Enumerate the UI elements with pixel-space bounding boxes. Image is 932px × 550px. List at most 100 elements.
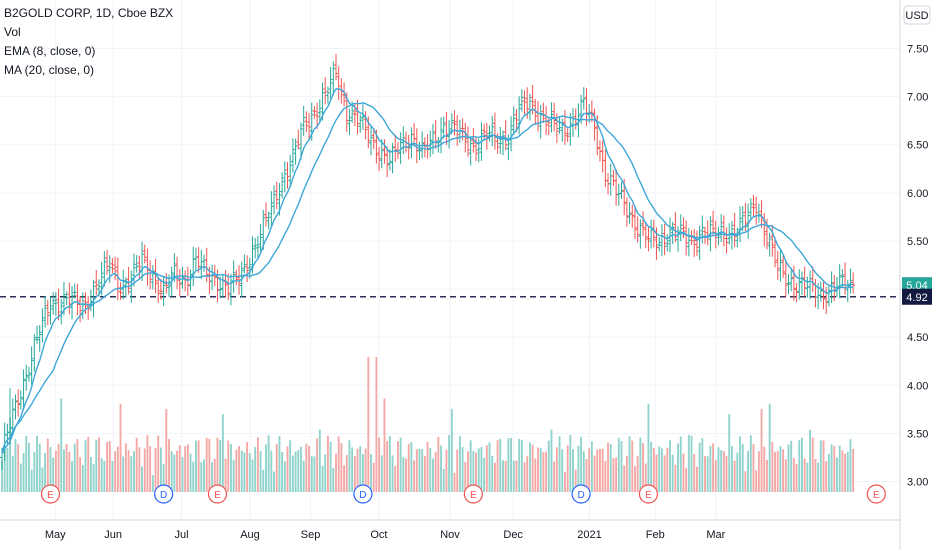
- price-bar: [657, 236, 662, 252]
- volume-bar: [54, 450, 57, 492]
- volume-bar: [46, 438, 49, 492]
- volume-bar: [806, 462, 809, 492]
- volume-bar: [655, 454, 658, 492]
- price-bar: [325, 86, 330, 104]
- price-bar: [422, 137, 427, 158]
- volume-bar: [71, 461, 73, 492]
- earnings-marker[interactable]: E: [463, 484, 483, 504]
- volume-bar: [100, 458, 103, 492]
- volume-bar: [677, 443, 680, 492]
- volume-bar: [219, 439, 222, 492]
- volume-bar: [243, 452, 246, 492]
- ema-legend[interactable]: EMA (8, close, 0): [4, 44, 96, 58]
- volume-bar: [475, 452, 477, 492]
- dashed-level-tag: [902, 288, 932, 305]
- volume-bar: [429, 448, 432, 492]
- volume-bar: [666, 447, 669, 492]
- volume-bar: [95, 439, 98, 492]
- volume-bar: [361, 454, 364, 492]
- price-bar: [444, 111, 449, 145]
- volume-bar: [639, 437, 642, 492]
- price-bar: [210, 264, 215, 291]
- volume-bar: [119, 403, 122, 492]
- volume-bar: [636, 455, 639, 492]
- volume-bar: [310, 455, 313, 492]
- volume-bar: [757, 451, 760, 492]
- volume-bar: [432, 458, 434, 492]
- volume-bar: [149, 446, 152, 492]
- price-bar: [110, 258, 115, 274]
- volume-bar: [103, 460, 106, 492]
- volume-bar: [644, 463, 647, 492]
- price-bar: [296, 129, 301, 150]
- price-bar: [16, 389, 21, 417]
- volume-bar: [825, 461, 828, 492]
- price-bar: [158, 278, 163, 300]
- volume-bar: [607, 442, 609, 492]
- price-bar: [700, 215, 705, 244]
- volume-bar: [609, 443, 612, 492]
- price-bar: [724, 227, 729, 254]
- price-bar: [641, 211, 646, 237]
- volume-bar: [151, 475, 154, 492]
- price-bar: [541, 102, 546, 123]
- volume-bar: [208, 438, 211, 492]
- price-bar: [121, 269, 126, 300]
- price-bar: [282, 161, 287, 193]
- volume-bar: [38, 443, 41, 492]
- volume-bar: [458, 436, 461, 492]
- volume-bar: [693, 453, 696, 492]
- price-bar: [721, 215, 726, 247]
- volume-bar: [669, 440, 671, 492]
- volume-bar: [469, 440, 472, 492]
- dividend-marker[interactable]: D: [571, 484, 591, 504]
- volume-bar: [407, 443, 410, 492]
- price-bar: [199, 249, 204, 279]
- volume-bar: [798, 440, 801, 492]
- volume-bar: [615, 457, 618, 492]
- earnings-marker[interactable]: E: [638, 484, 659, 504]
- volume-bar: [528, 442, 531, 492]
- price-bar: [557, 116, 562, 134]
- volume-bar: [467, 451, 469, 492]
- volume-bar: [25, 435, 28, 492]
- dividend-marker[interactable]: D: [353, 484, 373, 504]
- earnings-marker[interactable]: E: [207, 484, 228, 504]
- price-bar: [323, 77, 328, 105]
- dividend-marker[interactable]: D: [154, 484, 174, 504]
- volume-bar: [749, 435, 752, 492]
- price-bar: [716, 226, 721, 246]
- price-bar: [333, 53, 338, 81]
- volume-bar: [372, 462, 375, 492]
- volume-bar: [52, 457, 55, 492]
- price-bar: [845, 279, 850, 303]
- volume-bar: [531, 444, 534, 492]
- vol-legend[interactable]: Vol: [4, 25, 21, 39]
- volume-bar: [227, 440, 230, 492]
- symbol-title[interactable]: B2GOLD CORP, 1D, Cboe BZX: [4, 6, 174, 20]
- y-tick-label: 4.00: [907, 380, 928, 392]
- volume-bar: [138, 447, 141, 492]
- price-bar: [665, 234, 670, 252]
- volume-bar: [305, 443, 308, 492]
- price-bar: [220, 273, 225, 298]
- volume-bar: [181, 457, 184, 492]
- future-earnings-marker[interactable]: E: [866, 484, 886, 504]
- volume-bar: [81, 464, 84, 492]
- price-bar: [430, 123, 435, 155]
- price-bar: [412, 123, 417, 146]
- price-bar: [808, 270, 813, 300]
- volume-bar: [114, 451, 117, 492]
- volume-bar: [300, 446, 302, 492]
- volume-bar: [141, 466, 144, 492]
- volume-bar: [628, 436, 631, 492]
- ma-legend[interactable]: MA (20, close, 0): [4, 63, 95, 77]
- earnings-marker[interactable]: E: [40, 484, 61, 504]
- price-bar: [371, 128, 376, 150]
- volume-bar: [173, 454, 176, 492]
- price-bar: [347, 108, 352, 136]
- price-bar: [193, 247, 198, 271]
- event-markers[interactable]: E E E ED D D E: [40, 484, 886, 504]
- volume-bar: [685, 468, 688, 492]
